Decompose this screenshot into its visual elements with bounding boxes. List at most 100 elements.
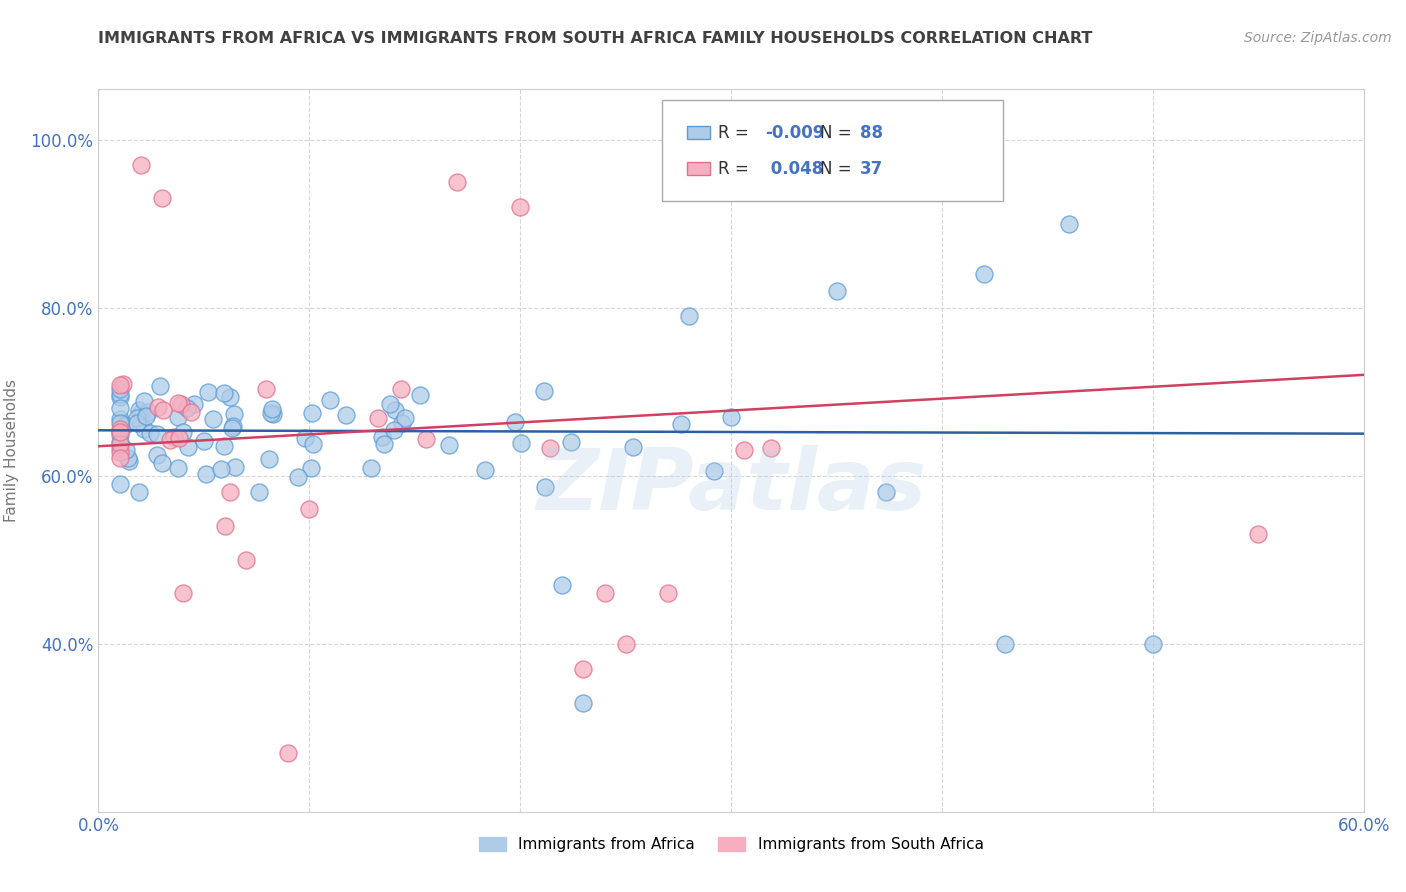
Point <box>209 462 232 476</box>
Text: 0.048: 0.048 <box>765 160 824 178</box>
Point <box>148 400 170 414</box>
Point <box>129 158 152 172</box>
Point <box>720 409 742 424</box>
Point <box>298 502 321 516</box>
Point <box>389 382 412 396</box>
Point <box>474 463 496 477</box>
Point <box>299 460 322 475</box>
Point <box>169 396 191 410</box>
Point <box>150 455 173 469</box>
Point <box>593 586 616 600</box>
Point <box>669 417 692 431</box>
Text: IMMIGRANTS FROM AFRICA VS IMMIGRANTS FROM SOUTH AFRICA FAMILY HOUSEHOLDS CORRELA: IMMIGRANTS FROM AFRICA VS IMMIGRANTS FRO… <box>98 31 1092 46</box>
Point <box>136 404 159 418</box>
Point <box>302 437 325 451</box>
Point <box>172 586 194 600</box>
Point <box>533 384 555 398</box>
Point <box>875 485 897 500</box>
Point <box>108 425 131 439</box>
Point <box>621 440 644 454</box>
Point <box>287 469 309 483</box>
Point <box>108 383 131 397</box>
Point <box>222 419 245 434</box>
Point <box>167 410 190 425</box>
Point <box>108 442 131 456</box>
Point <box>212 439 235 453</box>
Point <box>994 637 1017 651</box>
Point <box>108 390 131 404</box>
Point <box>145 448 167 462</box>
Point <box>129 406 152 420</box>
Point <box>437 438 460 452</box>
Point <box>277 746 299 760</box>
Point <box>194 467 217 482</box>
Point <box>294 431 316 445</box>
Point <box>614 637 637 651</box>
Point <box>193 434 215 449</box>
Point <box>172 425 194 440</box>
Point <box>139 426 162 441</box>
Point <box>132 394 155 409</box>
Point <box>127 416 149 430</box>
Point <box>224 460 246 475</box>
Point <box>108 401 131 415</box>
Point <box>159 434 181 448</box>
Point <box>301 406 323 420</box>
Point <box>219 390 242 404</box>
Point <box>391 417 413 431</box>
Point <box>254 382 277 396</box>
Point <box>373 437 395 451</box>
Point <box>108 387 131 401</box>
Point <box>551 578 574 592</box>
Text: N =: N = <box>820 160 856 178</box>
Point <box>176 401 198 416</box>
Point <box>1057 217 1080 231</box>
Point <box>108 434 131 449</box>
Point <box>409 387 432 401</box>
Point <box>108 428 131 442</box>
Point <box>394 411 416 425</box>
Point <box>125 410 148 425</box>
Point <box>183 397 205 411</box>
Point <box>108 445 131 459</box>
Point <box>108 417 131 431</box>
Point <box>367 410 389 425</box>
Point <box>510 435 533 450</box>
Point <box>148 379 170 393</box>
Text: N =: N = <box>820 124 856 142</box>
Bar <box>686 162 710 175</box>
Point <box>560 434 582 449</box>
Point <box>572 696 595 710</box>
Point <box>335 408 357 422</box>
Point <box>382 423 405 437</box>
Text: ZIPatlas: ZIPatlas <box>536 445 927 528</box>
Point <box>1247 527 1270 541</box>
Point <box>657 586 679 600</box>
FancyBboxPatch shape <box>661 100 1004 202</box>
Point <box>825 284 848 298</box>
Point <box>167 396 190 410</box>
Point <box>150 191 173 205</box>
Point <box>117 451 139 466</box>
Point <box>163 430 186 444</box>
Point <box>112 377 135 392</box>
Text: 88: 88 <box>860 124 883 142</box>
Point <box>247 485 270 500</box>
Point <box>167 461 190 475</box>
Point <box>108 437 131 451</box>
Point <box>260 406 283 420</box>
Point <box>360 461 382 475</box>
Point <box>384 403 406 417</box>
Point <box>108 477 131 491</box>
Point <box>257 452 280 467</box>
Point <box>108 422 131 436</box>
Point <box>128 485 150 500</box>
Point <box>108 450 131 465</box>
Point <box>212 385 235 400</box>
Point <box>262 407 284 421</box>
Point <box>108 377 131 392</box>
Point <box>1142 637 1164 651</box>
Point <box>108 424 131 438</box>
Point <box>503 415 526 429</box>
Y-axis label: Family Households: Family Households <box>4 379 20 522</box>
